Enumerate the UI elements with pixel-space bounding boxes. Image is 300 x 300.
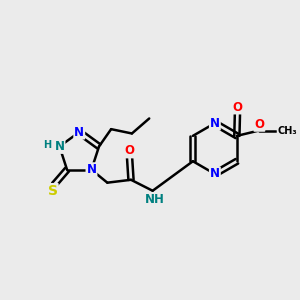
Text: S: S [48, 184, 58, 198]
Text: CH₃: CH₃ [278, 126, 297, 136]
Text: NH: NH [145, 193, 165, 206]
Text: O: O [232, 100, 242, 113]
Text: H: H [43, 140, 51, 150]
Text: N: N [210, 117, 220, 130]
Text: N: N [74, 126, 84, 139]
Text: N: N [210, 167, 220, 181]
Text: O: O [254, 118, 264, 131]
Text: O: O [124, 144, 135, 158]
Text: N: N [86, 163, 97, 176]
Text: N: N [55, 140, 64, 153]
